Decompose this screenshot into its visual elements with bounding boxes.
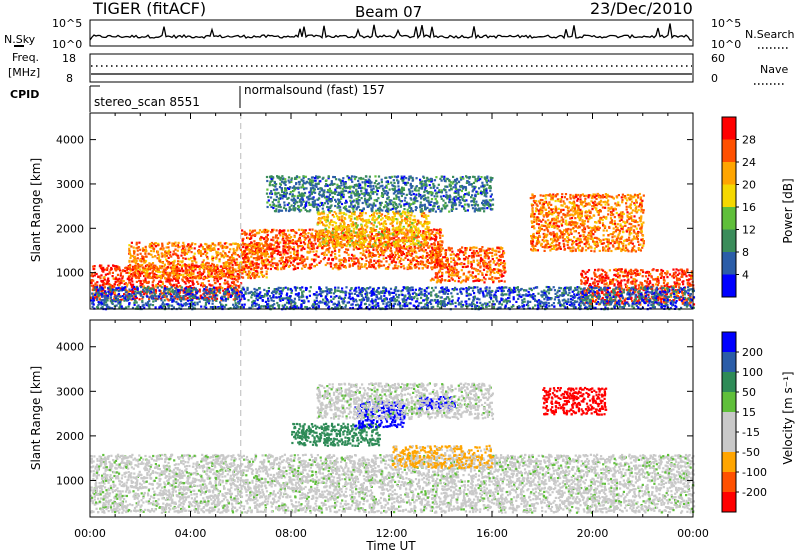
velocity-colorbar-tick: -200 [742, 486, 767, 499]
y-tick-label: 3000 [56, 178, 84, 191]
velocity-colorbar-label: Velocity [m s⁻¹] [781, 371, 795, 464]
power-colorbar: 4 8 12 16 20 24 28 [721, 116, 756, 298]
power-colorbar-segment [722, 207, 736, 230]
freq-tick-top: 18 [62, 52, 76, 65]
freq-tick-bottom: 8 [66, 72, 73, 85]
time-tick-label: 12:00 [376, 527, 408, 540]
nsky-label: N.Sky [4, 33, 36, 46]
velocity-region-0 [90, 453, 696, 514]
nsky-tick-top: 10^5 [52, 17, 82, 30]
power-region-3 [316, 210, 432, 249]
nave-tick-bottom: 0 [711, 72, 718, 85]
power-colorbar-segment [722, 139, 736, 162]
time-tick-label: 00:00 [74, 527, 106, 540]
velocity-colorbar-tick: 15 [742, 406, 756, 419]
power-region-5 [429, 246, 507, 284]
power-region-1 [127, 241, 268, 280]
time-tick-label: 08:00 [275, 527, 307, 540]
freq-panel [89, 53, 694, 83]
nsky-tick-bottom: 10^0 [52, 38, 82, 51]
velocity-colorbar-segment [722, 452, 736, 472]
power-colorbar-segment [722, 229, 736, 252]
power-y-ticks: 1000 2000 3000 4000 [56, 134, 693, 280]
velocity-colorbar-tick: 100 [742, 366, 763, 379]
power-ylabel: Slant Range [km] [29, 158, 43, 262]
velocity-panel [89, 319, 696, 518]
nsky-trace [89, 23, 692, 41]
velocity-colorbar-segment [722, 392, 736, 412]
power-colorbar-tick: 28 [742, 134, 756, 147]
nsearch-tick-top: 10^5 [711, 17, 741, 30]
velocity-colorbar-segment [722, 492, 736, 512]
velocity-region-5 [542, 386, 608, 416]
nave-tick-top: 60 [711, 52, 725, 65]
time-axis-label: Time UT [365, 539, 416, 553]
time-axis-ticks: 00:00 04:00 08:00 12:00 16:00 20:00 00:00 [74, 527, 709, 540]
beam-label: Beam 07 [355, 3, 422, 21]
velocity-colorbar-segment [722, 432, 736, 452]
nsky-panel [89, 19, 694, 47]
nsearch-label: N.Search [745, 28, 795, 41]
power-colorbar-segment [722, 117, 736, 140]
velocity-colorbar-tick: 200 [742, 346, 763, 359]
time-tick-label: 16:00 [476, 527, 508, 540]
power-region-6 [529, 192, 645, 253]
power-colorbar-tick: 24 [742, 156, 756, 169]
velocity-y-ticks: 1000 2000 3000 4000 [56, 341, 693, 487]
nave-label: Nave [760, 63, 788, 76]
time-tick-label: 20:00 [577, 527, 609, 540]
velocity-region-6 [316, 382, 495, 421]
velocity-region-1 [291, 422, 381, 447]
power-colorbar-tick: 8 [742, 246, 749, 259]
velocity-region-4 [391, 444, 494, 470]
radar-title: TIGER (fitACF) [92, 0, 206, 18]
velocity-colorbar-segment [722, 352, 736, 372]
velocity-colorbar-segment [722, 332, 736, 352]
cpid-stereo-scan: stereo_scan 8551 [94, 95, 200, 109]
velocity-colorbar-tick: -50 [742, 446, 760, 459]
velocity-colorbar-tick: 50 [742, 386, 756, 399]
freq-unit-label: [MHz] [8, 66, 40, 79]
power-colorbar-segment [722, 162, 736, 185]
y-tick-label: 4000 [56, 134, 84, 147]
y-tick-label: 1000 [56, 267, 84, 280]
y-tick-label: 2000 [56, 222, 84, 235]
y-tick-label: 4000 [56, 341, 84, 354]
freq-label: Freq. [12, 51, 39, 64]
power-colorbar-segment [722, 274, 736, 297]
velocity-colorbar-tick: -100 [742, 466, 767, 479]
y-tick-label: 2000 [56, 430, 84, 443]
power-panel [89, 112, 696, 311]
power-colorbar-tick: 12 [742, 224, 756, 237]
date-label: 23/Dec/2010 [590, 0, 693, 18]
time-tick-label: 04:00 [175, 527, 207, 540]
velocity-colorbar-tick: -15 [742, 426, 760, 439]
cpid-normalsound: normalsound (fast) 157 [244, 83, 385, 97]
velocity-colorbar-segment [722, 472, 736, 492]
power-colorbar-segment [722, 252, 736, 275]
nsearch-tick-bottom: 10^0 [711, 38, 741, 51]
velocity-colorbar-segment [722, 412, 736, 432]
power-colorbar-label: Power [dB] [781, 178, 795, 243]
power-colorbar-segment [722, 184, 736, 207]
velocity-colorbar: 200 100 50 15 -15 -50 -100 -200 [721, 331, 767, 513]
velocity-colorbar-segment [722, 372, 736, 392]
power-colorbar-tick: 16 [742, 201, 756, 214]
power-colorbar-tick: 4 [742, 269, 749, 282]
power-colorbar-tick: 20 [742, 179, 756, 192]
y-tick-label: 1000 [56, 474, 84, 487]
y-tick-label: 3000 [56, 385, 84, 398]
power-region-4 [265, 175, 495, 213]
time-tick-label: 00:00 [677, 527, 709, 540]
cpid-label: CPID [10, 88, 39, 101]
velocity-ylabel: Slant Range [km] [29, 366, 43, 470]
